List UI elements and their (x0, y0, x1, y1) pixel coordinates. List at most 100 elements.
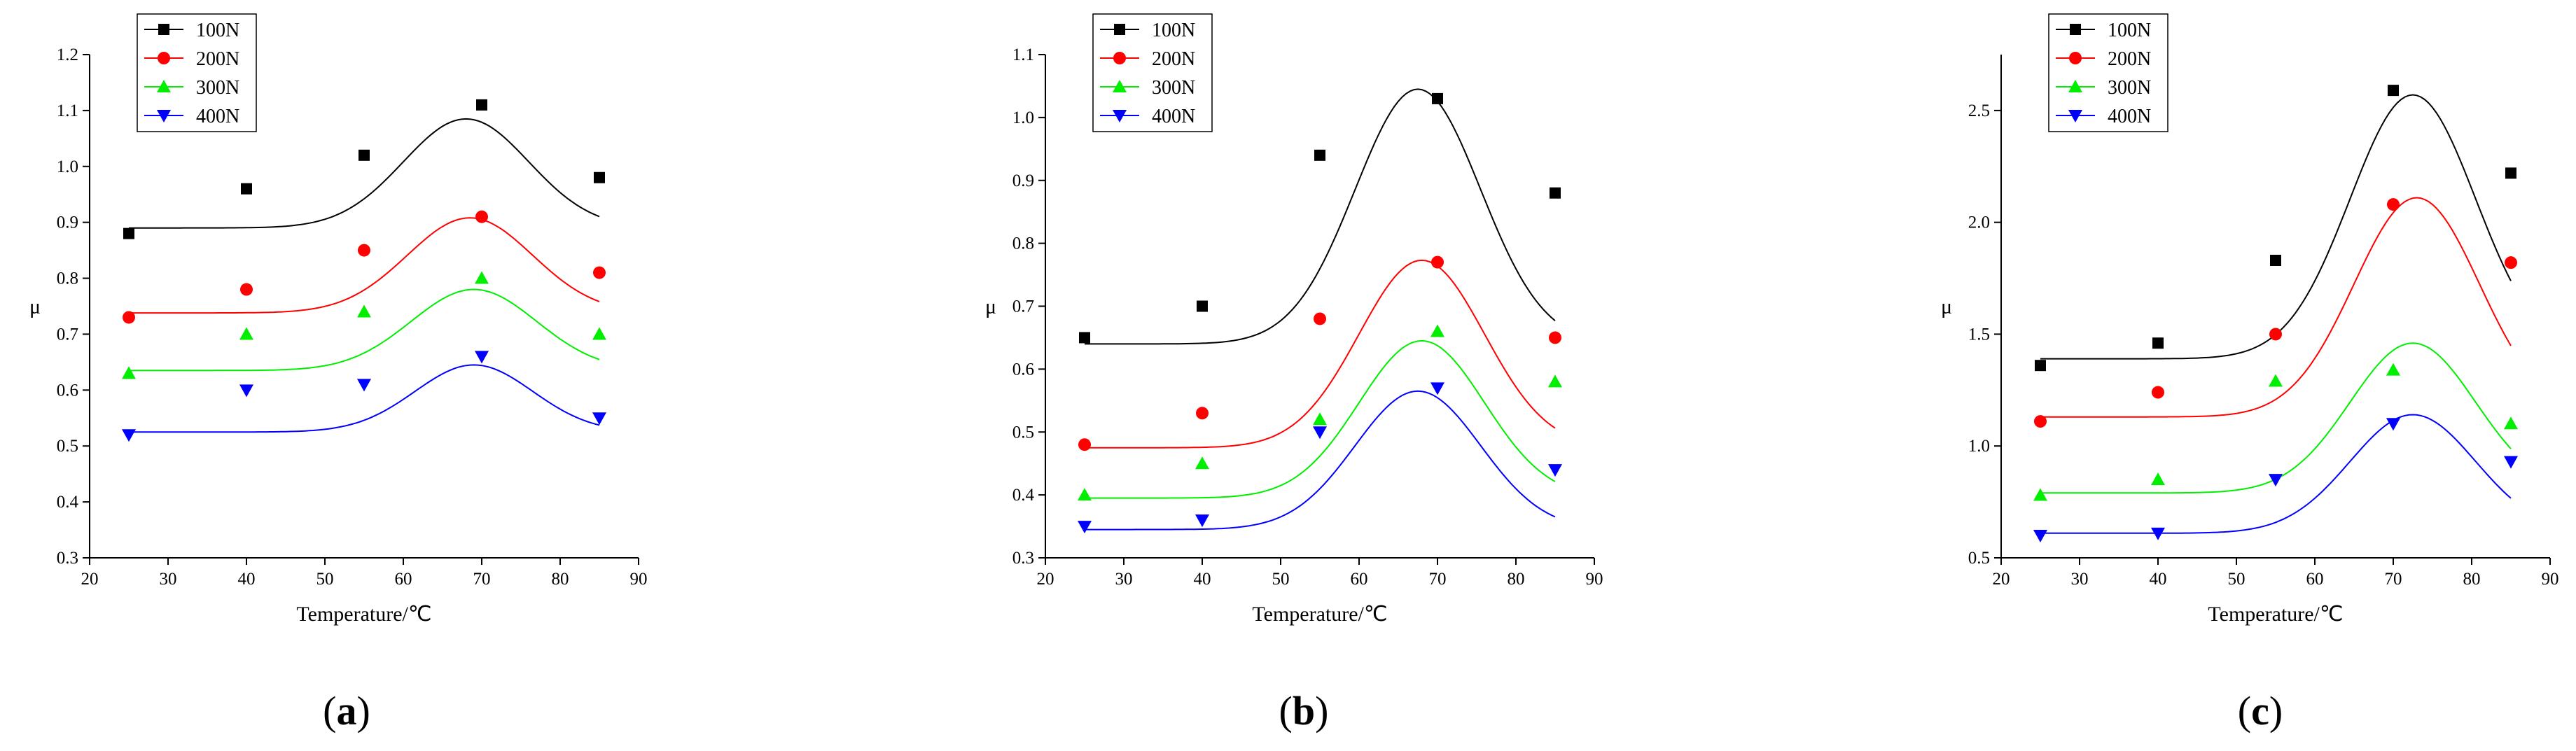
legend-marker-100N (1114, 24, 1125, 35)
panel-label-letter: b (1293, 688, 1315, 734)
y-tick-label: 0.7 (57, 325, 78, 344)
legend-marker-200N (1113, 52, 1126, 64)
x-tick-label: 50 (316, 570, 334, 589)
y-tick-label: 1.1 (57, 101, 78, 120)
data-point-100N (1197, 300, 1208, 312)
y-tick-label: 0.8 (57, 269, 78, 288)
data-point-200N (475, 210, 488, 223)
data-point-300N (2386, 363, 2400, 376)
x-tick-label: 30 (1115, 570, 1133, 589)
x-tick-label: 80 (1508, 570, 1525, 589)
panel-label-open: ( (1279, 688, 1293, 734)
legend-marker-400N (1113, 110, 1127, 122)
chart-panel-c: 20 30 40 50 60 70 80 90 0.5 1.0 1.5 2.0 2.5 Temperatu… (1941, 13, 2559, 734)
data-point-100N (2388, 85, 2399, 97)
legend-marker-200N (158, 52, 170, 64)
panel-label-letter: a (337, 688, 357, 734)
data-point-100N (1550, 187, 1561, 199)
data-point-300N (475, 271, 489, 284)
x-tick-label: 60 (1351, 570, 1368, 589)
data-point-300N (1078, 488, 1092, 501)
y-tick-label: 0.6 (57, 381, 78, 400)
y-tick-label: 0.3 (1012, 549, 1034, 568)
x-axis-title: Temperature/℃ (1252, 603, 1387, 626)
data-point-300N (2504, 416, 2518, 430)
y-axis-title: μ (29, 295, 41, 318)
data-point-400N (1548, 464, 1562, 477)
legend-label-300N: 300N (2108, 77, 2151, 99)
data-point-400N (2151, 527, 2165, 540)
x-tick-label: 80 (2463, 570, 2481, 589)
data-point-200N (240, 283, 253, 296)
fit-curve-300N (1085, 339, 1556, 499)
fit-curve-400N (2040, 414, 2512, 534)
y-tick-label: 0.4 (57, 493, 79, 512)
data-point-300N (2033, 488, 2047, 501)
data-point-200N (1314, 312, 1326, 325)
legend-label-300N: 300N (196, 77, 239, 99)
x-tick-label: 70 (1429, 570, 1447, 589)
panel-label-open: ( (323, 688, 336, 734)
data-point-400N (2504, 456, 2518, 469)
legend-marker-300N (1113, 80, 1127, 92)
data-point-200N (1078, 438, 1091, 451)
legend-marker-400N (157, 110, 171, 122)
data-point-200N (2505, 256, 2517, 269)
data-point-100N (2035, 360, 2046, 372)
x-tick-label: 90 (630, 570, 648, 589)
data-point-200N (593, 266, 606, 279)
data-point-300N (2151, 472, 2165, 486)
y-axis-title: μ (1941, 295, 1952, 318)
panel-label-letter: c (2251, 688, 2269, 734)
fit-curve-200N (2040, 197, 2512, 418)
data-point-100N (123, 227, 134, 239)
chart-panel-b: 20 30 40 50 60 70 80 90 0.3 0.4 0.5 0.6 0.7 0.8 0.9 1.0… (985, 13, 1603, 734)
fit-curve-200N (1085, 259, 1556, 449)
y-tick-label: 1.1 (1012, 45, 1034, 64)
legend: 100N 200N 300N 400N (137, 13, 257, 132)
panel-label-close: ) (1315, 688, 1328, 734)
data-point-300N (592, 327, 606, 340)
data-point-300N (2269, 374, 2283, 387)
data-point-400N (2386, 418, 2400, 431)
data-point-200N (2269, 328, 2282, 341)
data-point-100N (594, 171, 605, 183)
y-tick-label: 0.5 (1012, 423, 1034, 442)
y-tick-label: 1.2 (57, 45, 78, 64)
y-axis-title: μ (985, 295, 996, 318)
fit-curve-100N (129, 118, 600, 229)
legend-label-100N: 100N (196, 20, 239, 41)
legend-box (1092, 13, 1213, 132)
data-point-100N (358, 149, 370, 161)
x-tick-label: 20 (81, 570, 99, 589)
data-point-100N (2505, 167, 2516, 179)
data-point-100N (1079, 332, 1090, 344)
data-point-200N (123, 311, 135, 324)
x-tick-label: 90 (2542, 570, 2559, 589)
data-point-100N (241, 183, 252, 195)
x-tick-label: 50 (1272, 570, 1290, 589)
panel-label-b: (b) (1279, 688, 1329, 734)
x-tick-label: 20 (1993, 570, 2010, 589)
legend-marker-100N (158, 24, 169, 35)
data-point-200N (1549, 331, 1561, 344)
legend-box (2048, 13, 2168, 132)
fit-curve-400N (1085, 390, 1556, 531)
legend-label-400N: 400N (1152, 106, 1195, 127)
data-point-400N (592, 412, 606, 426)
legend-marker-300N (2068, 80, 2082, 92)
data-point-300N (1430, 324, 1444, 337)
x-tick-label: 70 (2385, 570, 2402, 589)
data-point-100N (1432, 92, 1443, 104)
x-tick-label: 40 (238, 570, 256, 589)
x-axis-title: Temperature/℃ (296, 603, 431, 626)
data-point-100N (2152, 337, 2164, 349)
legend-marker-300N (157, 80, 171, 92)
x-tick-label: 80 (552, 570, 569, 589)
x-tick-label: 40 (2150, 570, 2167, 589)
legend-box (137, 13, 257, 132)
y-tick-label: 2.0 (1968, 213, 1990, 232)
legend: 100N 200N 300N 400N (2048, 13, 2168, 132)
x-tick-label: 50 (2228, 570, 2246, 589)
